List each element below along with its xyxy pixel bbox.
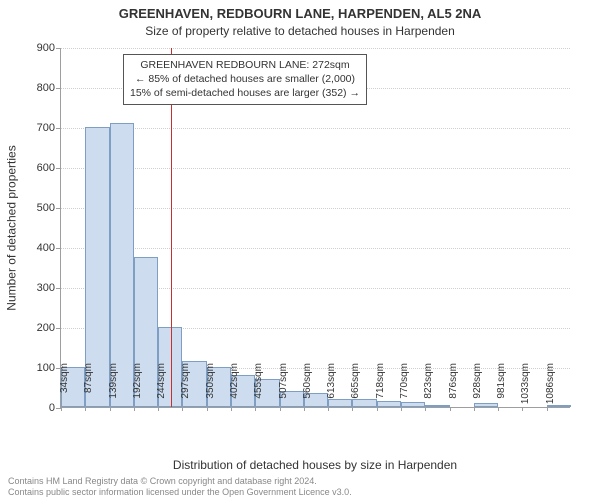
xtick-label: 560sqm [302, 363, 313, 411]
y-axis-label: Number of detached properties [5, 145, 19, 310]
xtick-label: 455sqm [253, 363, 264, 411]
xtick-label: 981sqm [496, 363, 507, 411]
xtick-label: 1033sqm [520, 363, 531, 411]
xtick-label: 718sqm [375, 363, 386, 411]
gridline [61, 128, 570, 129]
ytick-mark [56, 168, 61, 169]
ytick-label: 400 [37, 242, 55, 254]
xtick-label: 876sqm [448, 363, 459, 411]
ytick-mark [56, 328, 61, 329]
ytick-label: 200 [37, 322, 55, 334]
gridline [61, 168, 570, 169]
annotation-line: 15% of semi-detached houses are larger (… [130, 86, 360, 100]
xtick-label: 34sqm [59, 363, 70, 411]
ytick-label: 100 [37, 362, 55, 374]
xtick-label: 928sqm [472, 363, 483, 411]
ytick-mark [56, 208, 61, 209]
ytick-label: 0 [49, 402, 55, 414]
xtick-label: 507sqm [278, 363, 289, 411]
ytick-label: 300 [37, 282, 55, 294]
xtick-label: 297sqm [180, 363, 191, 411]
xtick-label: 613sqm [326, 363, 337, 411]
ytick-label: 700 [37, 122, 55, 134]
chart-subtitle: Size of property relative to detached ho… [0, 24, 600, 38]
xtick-label: 402sqm [229, 363, 240, 411]
footer-attribution: Contains HM Land Registry data © Crown c… [8, 476, 592, 499]
annotation-line: ← 85% of detached houses are smaller (2,… [130, 72, 360, 86]
xtick-label: 665sqm [350, 363, 361, 411]
chart-title: GREENHAVEN, REDBOURN LANE, HARPENDEN, AL… [0, 6, 600, 21]
footer-line-1: Contains HM Land Registry data © Crown c… [8, 476, 592, 487]
xtick-label: 770sqm [399, 363, 410, 411]
x-axis-label: Distribution of detached houses by size … [60, 458, 570, 472]
xtick-label: 192sqm [132, 363, 143, 411]
xtick-label: 87sqm [83, 363, 94, 411]
ytick-mark [56, 88, 61, 89]
gridline [61, 208, 570, 209]
ytick-mark [56, 288, 61, 289]
gridline [61, 48, 570, 49]
ytick-mark [56, 128, 61, 129]
ytick-label: 600 [37, 162, 55, 174]
gridline [61, 248, 570, 249]
annotation-box: GREENHAVEN REDBOURN LANE: 272sqm← 85% of… [123, 54, 367, 105]
ytick-label: 500 [37, 202, 55, 214]
ytick-label: 900 [37, 42, 55, 54]
y-axis-label-wrap: Number of detached properties [4, 48, 20, 408]
ytick-label: 800 [37, 82, 55, 94]
chart-container: GREENHAVEN, REDBOURN LANE, HARPENDEN, AL… [0, 0, 600, 500]
annotation-line: GREENHAVEN REDBOURN LANE: 272sqm [130, 58, 360, 72]
plot-area: 010020030040050060070080090034sqm87sqm13… [60, 48, 570, 408]
xtick-label: 823sqm [423, 363, 434, 411]
xtick-label: 350sqm [205, 363, 216, 411]
xtick-label: 244sqm [156, 363, 167, 411]
ytick-mark [56, 48, 61, 49]
ytick-mark [56, 248, 61, 249]
footer-line-2: Contains public sector information licen… [8, 487, 592, 498]
xtick-label: 1086sqm [545, 363, 556, 411]
xtick-label: 139sqm [108, 363, 119, 411]
